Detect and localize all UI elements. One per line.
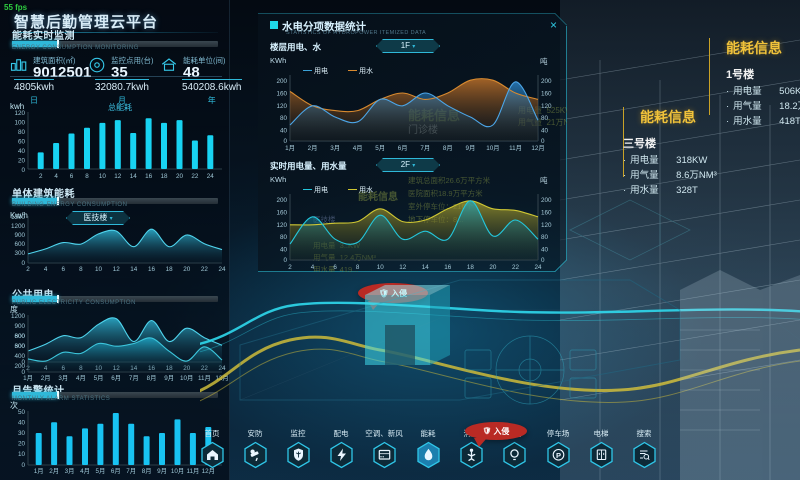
svg-text:22: 22 <box>191 173 199 180</box>
svg-text:6月: 6月 <box>398 144 408 152</box>
svg-text:120: 120 <box>541 103 552 110</box>
svg-text:16: 16 <box>145 173 153 180</box>
svg-text:8: 8 <box>85 173 89 180</box>
svg-text:80: 80 <box>280 115 288 122</box>
svg-text:9月: 9月 <box>465 144 475 152</box>
svg-text:160: 160 <box>541 90 552 97</box>
svg-text:11月: 11月 <box>509 144 522 152</box>
svg-text:80: 80 <box>280 234 288 241</box>
svg-text:120: 120 <box>276 103 287 110</box>
svg-text:80: 80 <box>18 129 26 136</box>
svg-text:4: 4 <box>54 173 58 180</box>
svg-text:0: 0 <box>283 138 287 145</box>
svg-text:18: 18 <box>166 266 174 273</box>
svg-text:160: 160 <box>541 209 552 216</box>
svg-text:7月: 7月 <box>420 144 430 152</box>
svg-text:24: 24 <box>207 173 215 180</box>
svg-text:1月: 1月 <box>23 374 33 382</box>
svg-text:40: 40 <box>18 420 26 427</box>
svg-text:14: 14 <box>130 266 138 273</box>
svg-text:100: 100 <box>14 120 25 127</box>
svg-text:20: 20 <box>183 266 191 273</box>
svg-text:300: 300 <box>14 250 25 257</box>
svg-text:14: 14 <box>130 173 138 180</box>
svg-text:200: 200 <box>276 78 287 85</box>
svg-text:600: 600 <box>14 343 25 350</box>
svg-text:900: 900 <box>14 232 25 239</box>
svg-text:50: 50 <box>18 409 26 416</box>
svg-text:160: 160 <box>276 209 287 216</box>
svg-text:200: 200 <box>541 197 552 204</box>
svg-text:4月: 4月 <box>353 144 363 152</box>
svg-text:9月: 9月 <box>164 374 174 382</box>
svg-text:400: 400 <box>14 353 25 360</box>
svg-text:12月: 12月 <box>531 144 544 152</box>
svg-text:80: 80 <box>541 234 549 241</box>
svg-text:4: 4 <box>44 266 48 273</box>
svg-text:8月: 8月 <box>147 374 157 382</box>
svg-text:6: 6 <box>62 266 66 273</box>
svg-text:5月: 5月 <box>94 374 104 382</box>
svg-text:0: 0 <box>21 167 25 174</box>
svg-text:40: 40 <box>18 148 26 155</box>
svg-text:600: 600 <box>14 241 25 248</box>
svg-text:0: 0 <box>541 138 545 145</box>
svg-text:80: 80 <box>541 115 549 122</box>
svg-text:2月: 2月 <box>308 144 318 152</box>
svg-text:120: 120 <box>14 110 25 117</box>
svg-text:1月: 1月 <box>285 144 295 152</box>
svg-text:6: 6 <box>70 173 74 180</box>
svg-text:2: 2 <box>39 173 43 180</box>
svg-text:8: 8 <box>79 266 83 273</box>
svg-text:40: 40 <box>541 128 549 135</box>
svg-text:2: 2 <box>26 266 30 273</box>
svg-text:0: 0 <box>21 260 25 267</box>
svg-text:2月: 2月 <box>41 374 51 382</box>
svg-text:120: 120 <box>541 222 552 229</box>
svg-text:8月: 8月 <box>443 144 453 152</box>
svg-text:1200: 1200 <box>11 223 26 230</box>
svg-text:800: 800 <box>14 333 25 340</box>
svg-text:12: 12 <box>114 173 122 180</box>
svg-text:10: 10 <box>99 173 107 180</box>
svg-text:12: 12 <box>113 266 121 273</box>
svg-text:200: 200 <box>276 197 287 204</box>
svg-text:16: 16 <box>148 266 156 273</box>
svg-text:40: 40 <box>280 128 288 135</box>
svg-text:20: 20 <box>18 158 26 165</box>
svg-text:120: 120 <box>276 222 287 229</box>
svg-text:7月: 7月 <box>129 374 139 382</box>
svg-text:4月: 4月 <box>76 374 86 382</box>
svg-text:1500: 1500 <box>11 214 26 221</box>
svg-text:5月: 5月 <box>375 144 385 152</box>
svg-text:18: 18 <box>160 173 168 180</box>
svg-text:60: 60 <box>18 139 26 146</box>
svg-text:3月: 3月 <box>58 374 68 382</box>
svg-text:20: 20 <box>176 173 184 180</box>
svg-text:6月: 6月 <box>111 374 121 382</box>
svg-text:160: 160 <box>276 90 287 97</box>
svg-text:1200: 1200 <box>11 313 26 320</box>
svg-text:200: 200 <box>541 78 552 85</box>
svg-text:3月: 3月 <box>330 144 340 152</box>
svg-text:10: 10 <box>95 266 103 273</box>
svg-text:10月: 10月 <box>180 374 193 382</box>
svg-text:10月: 10月 <box>486 144 499 152</box>
